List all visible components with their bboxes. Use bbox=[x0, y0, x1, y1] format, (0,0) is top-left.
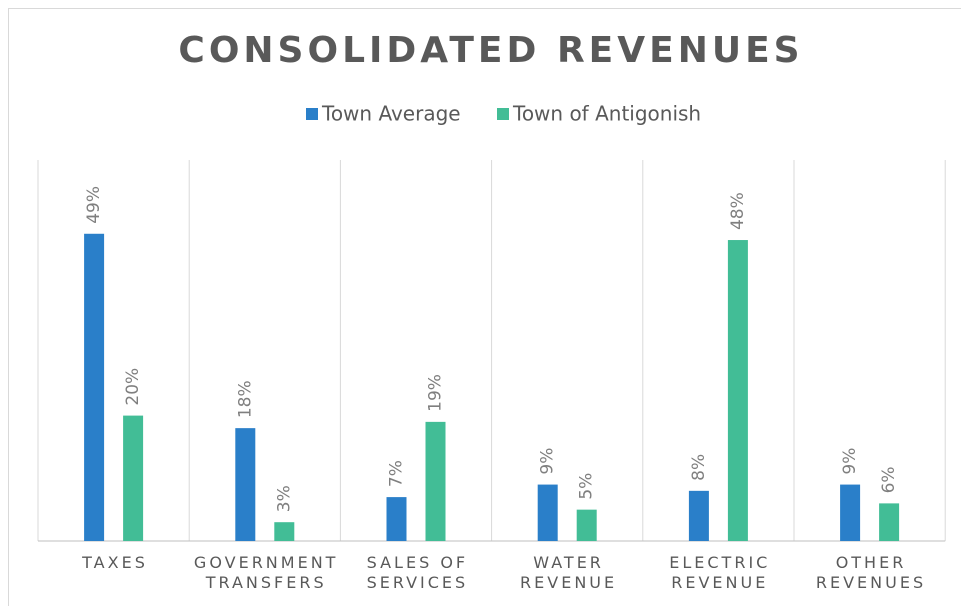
data-label: 49% bbox=[84, 186, 104, 224]
data-label: 8% bbox=[689, 454, 709, 481]
data-label: 7% bbox=[387, 460, 407, 487]
legend-label: Town of Antigonish bbox=[512, 102, 701, 126]
x-tick-label: GOVERNMENT TRANSFERS bbox=[193, 553, 339, 592]
x-tick-label: SALES OF SERVICES bbox=[366, 553, 469, 592]
bar bbox=[576, 509, 597, 541]
bar bbox=[84, 233, 105, 541]
data-label: 20% bbox=[123, 368, 143, 406]
x-tick-label: OTHER REVENUES bbox=[815, 553, 927, 592]
data-label: 5% bbox=[577, 473, 597, 500]
data-label: 19% bbox=[426, 374, 446, 412]
data-label: 9% bbox=[840, 448, 860, 475]
bar bbox=[727, 240, 748, 542]
bar bbox=[688, 490, 709, 541]
bar bbox=[123, 415, 144, 541]
bar bbox=[274, 522, 295, 541]
data-label: 9% bbox=[538, 448, 558, 475]
bar bbox=[235, 428, 256, 541]
chart-frame bbox=[8, 8, 961, 606]
x-tick-label: ELECTRIC REVENUE bbox=[669, 553, 771, 592]
data-label: 18% bbox=[235, 380, 255, 418]
data-label: 3% bbox=[274, 485, 294, 512]
legend-swatch bbox=[306, 108, 318, 120]
legend-label: Town Average bbox=[321, 102, 461, 126]
x-tick-label: TAXES bbox=[82, 553, 148, 572]
data-label: 6% bbox=[879, 466, 899, 493]
bar bbox=[879, 503, 900, 541]
data-label: 48% bbox=[728, 192, 748, 230]
bar bbox=[537, 484, 558, 541]
legend-swatch bbox=[497, 108, 509, 120]
chart-title: CONSOLIDATED REVENUES bbox=[178, 30, 803, 71]
bar bbox=[386, 497, 407, 541]
x-tick-label: WATER REVENUE bbox=[520, 553, 618, 592]
bar bbox=[425, 421, 446, 541]
bar bbox=[840, 484, 861, 541]
